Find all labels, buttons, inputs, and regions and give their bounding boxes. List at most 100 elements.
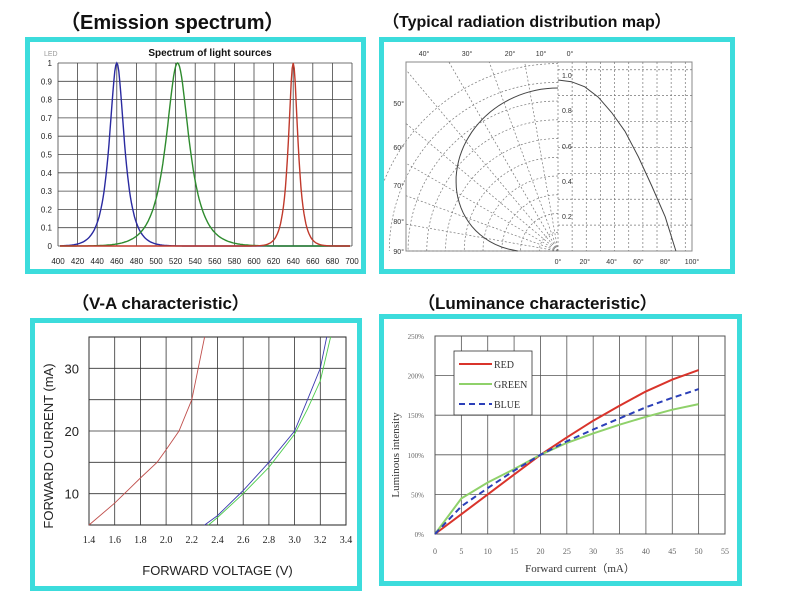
x-tick-label: 460 bbox=[110, 257, 124, 266]
left-angle-label: 60° bbox=[393, 144, 404, 152]
top-angle-label: 40° bbox=[419, 50, 430, 58]
y-tick-label: 0.7 bbox=[41, 114, 53, 123]
x-tick-label: 400 bbox=[51, 257, 65, 266]
cartesian-intensity-curve bbox=[557, 79, 677, 252]
y-tick-label: 0.3 bbox=[41, 187, 53, 196]
y-tick-label: 0% bbox=[415, 531, 425, 539]
y-tick-label: 0.2 bbox=[41, 205, 53, 214]
top-angle-label: 0° bbox=[567, 50, 574, 58]
x-tick-label: 500 bbox=[149, 257, 163, 266]
series-line-green bbox=[208, 336, 332, 526]
x-tick-label: 440 bbox=[91, 257, 105, 266]
series-line-red bbox=[434, 369, 699, 535]
top-angle-label: 10° bbox=[536, 50, 547, 58]
x-tick-label: 3.0 bbox=[288, 535, 301, 546]
y-tick-label: 100% bbox=[408, 452, 425, 460]
y-tick-label: 1 bbox=[48, 59, 53, 68]
polar-intensity-curve bbox=[455, 87, 559, 252]
polar-arc bbox=[384, 63, 559, 183]
x-tick-label: 700 bbox=[345, 257, 359, 266]
radial-label: 0.2 bbox=[562, 214, 572, 221]
left-angle-label: 70° bbox=[393, 182, 404, 190]
y-axis-label: FORWARD CURRENT (mA) bbox=[41, 363, 56, 528]
y-tick-label: 0.6 bbox=[41, 132, 53, 141]
polar-ray bbox=[405, 69, 559, 252]
x-tick-label: 3.2 bbox=[314, 535, 327, 546]
series-line-blue bbox=[434, 388, 699, 535]
polar-arc bbox=[426, 119, 559, 252]
x-tick-label: 2.4 bbox=[211, 535, 224, 546]
corner-label: LED bbox=[44, 51, 58, 58]
x-axis-label: FORWARD VOLTAGE (V) bbox=[142, 563, 292, 578]
heading-va-characteristic: （V-A characteristic） bbox=[72, 294, 249, 313]
bottom-tick-label: 0° bbox=[555, 258, 562, 266]
y-tick-label: 20 bbox=[65, 424, 79, 439]
polar-ray bbox=[405, 223, 559, 252]
luminance-characteristic-chart: 0 5 10 15 20 25 30 35 40 45 50 55 0% 50% 100% 150% 200% 2… bbox=[390, 333, 729, 575]
x-tick-label: 540 bbox=[189, 257, 203, 266]
radial-label: 0.4 bbox=[562, 179, 572, 186]
x-tick-label: 1.8 bbox=[134, 535, 147, 546]
radiation-map-panel: 40° 30° 20° 10° 0° 50° 60° 70° 80° 90° 1.0 0.8 0.6 0.… bbox=[379, 37, 735, 274]
polar-arc bbox=[463, 156, 559, 252]
heading-luminance-characteristic: （Luminance characteristic） bbox=[418, 294, 658, 313]
emission-spectrum-panel: LED Spectrum of light sources 400 420 440 460… bbox=[25, 37, 366, 274]
x-tick-label: 3.4 bbox=[340, 535, 353, 546]
x-tick-label: 2.8 bbox=[263, 535, 276, 546]
heading-emission-spectrum: （Emission spectrum） bbox=[60, 12, 285, 34]
x-tick-label: 680 bbox=[326, 257, 340, 266]
va-characteristic-panel: 1.4 1.6 1.8 2.0 2.2 2.4 2.6 2.8 3.0 3.2 3.4 10 20 30 F… bbox=[30, 318, 362, 591]
emission-spectrum-chart: LED Spectrum of light sources 400 420 440 460… bbox=[41, 48, 359, 266]
y-tick-label: 50% bbox=[411, 491, 424, 499]
radial-label: 0.8 bbox=[562, 108, 572, 115]
y-tick-label: 200% bbox=[408, 373, 425, 381]
top-angle-label: 30° bbox=[462, 50, 473, 58]
x-tick-label: 5 bbox=[459, 547, 463, 556]
series-line-red bbox=[88, 336, 206, 526]
radial-label: 1.0 bbox=[562, 73, 572, 80]
x-tick-label: 50 bbox=[695, 547, 703, 556]
va-characteristic-chart: 1.4 1.6 1.8 2.0 2.2 2.4 2.6 2.8 3.0 3.2 3.4 10 20 30 F… bbox=[41, 336, 353, 578]
x-tick-label: 2.0 bbox=[160, 535, 173, 546]
x-tick-label: 55 bbox=[721, 547, 729, 556]
polar-ray bbox=[488, 61, 559, 252]
x-tick-label: 640 bbox=[287, 257, 301, 266]
chart-title: Spectrum of light sources bbox=[148, 48, 272, 59]
x-tick-label: 580 bbox=[228, 257, 242, 266]
y-axis-label: Luminous intensity bbox=[390, 412, 402, 498]
left-angle-label: 90° bbox=[393, 248, 404, 256]
x-tick-label: 20 bbox=[536, 547, 544, 556]
bottom-tick-label: 40° bbox=[606, 258, 617, 266]
y-tick-label: 0 bbox=[48, 242, 53, 251]
polar-arc bbox=[445, 138, 559, 252]
x-tick-label: 660 bbox=[306, 257, 320, 266]
x-tick-label: 25 bbox=[563, 547, 571, 556]
x-tick-label: 420 bbox=[71, 257, 85, 266]
bottom-tick-label: 80° bbox=[660, 258, 671, 266]
plot-frame bbox=[405, 61, 693, 252]
polar-arc bbox=[388, 81, 559, 252]
heading-radiation-map: （Typical radiation distribution map） bbox=[383, 14, 671, 31]
radiation-map-chart: 40° 30° 20° 10° 0° 50° 60° 70° 80° 90° 1.0 0.8 0.6 0.… bbox=[384, 50, 699, 266]
radial-label: 0.6 bbox=[562, 144, 572, 151]
x-tick-label: 2.2 bbox=[186, 535, 199, 546]
x-tick-label: 15 bbox=[510, 547, 518, 556]
left-angle-label: 50° bbox=[393, 100, 404, 108]
legend-label: GREEN bbox=[494, 380, 527, 391]
polar-arc bbox=[407, 100, 559, 252]
polar-arc bbox=[501, 194, 559, 252]
luminance-characteristic-panel: 0 5 10 15 20 25 30 35 40 45 50 55 0% 50% 100% 150% 200% 2… bbox=[379, 314, 742, 586]
polar-ray bbox=[405, 162, 559, 252]
y-tick-label: 250% bbox=[408, 333, 425, 341]
y-tick-label: 10 bbox=[65, 487, 79, 502]
y-tick-label: 0.5 bbox=[41, 151, 53, 160]
legend-label: BLUE bbox=[494, 400, 520, 411]
bottom-tick-label: 20° bbox=[580, 258, 591, 266]
y-tick-label: 150% bbox=[408, 412, 425, 420]
series-line-red bbox=[60, 62, 350, 247]
series-line-green bbox=[434, 403, 699, 535]
x-tick-label: 35 bbox=[616, 547, 624, 556]
legend-label: RED bbox=[494, 360, 514, 371]
left-angle-label: 80° bbox=[393, 218, 404, 226]
y-tick-label: 0.9 bbox=[41, 77, 53, 86]
